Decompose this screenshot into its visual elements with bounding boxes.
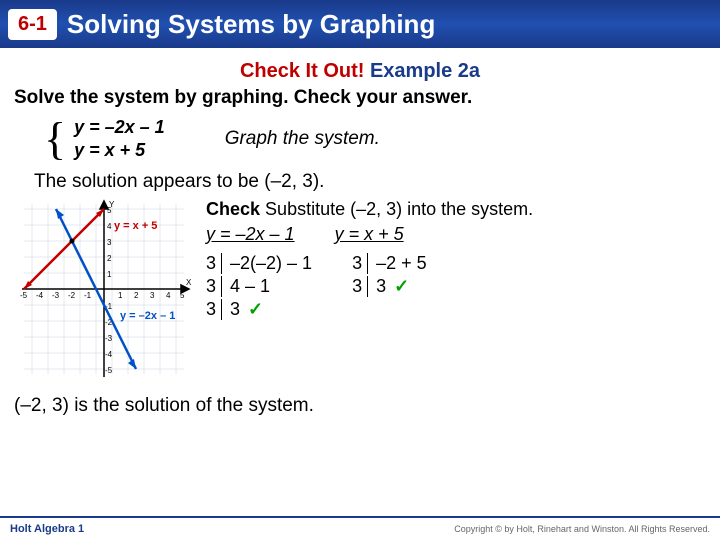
line2-label: y = –2x – 1	[120, 310, 175, 322]
step-left: 3	[206, 276, 222, 297]
svg-text:3: 3	[107, 238, 112, 247]
svg-text:X: X	[186, 278, 192, 287]
svg-text:-3: -3	[105, 334, 113, 343]
svg-text:5: 5	[107, 206, 112, 215]
check-word: Check	[206, 199, 260, 219]
svg-text:2: 2	[134, 291, 139, 300]
svg-text:-5: -5	[20, 291, 28, 300]
problem-prompt: Solve the system by graphing. Check your…	[14, 87, 706, 109]
checkmark-icon: ✓	[248, 299, 263, 320]
solution-statement: The solution appears to be (–2, 3).	[34, 171, 706, 193]
svg-text:-4: -4	[105, 350, 113, 359]
step-left: 3	[206, 253, 222, 274]
check-eq2-header: y = x + 5	[335, 224, 404, 245]
svg-text:5: 5	[180, 291, 185, 300]
svg-text:4: 4	[107, 222, 112, 231]
brace-icon: {	[44, 116, 66, 162]
check-step-row: 3 –2(–2) – 1	[206, 253, 312, 274]
check-step-row: 33 ✓	[206, 299, 312, 320]
svg-text:1: 1	[107, 270, 112, 279]
example-heading: Check It Out! Example 2a	[14, 60, 706, 83]
check-work-area: Check Substitute (–2, 3) into the system…	[206, 199, 706, 389]
svg-text:-4: -4	[36, 291, 44, 300]
check-step-row: 3 4 – 1	[206, 276, 312, 297]
lesson-number-badge: 6-1	[8, 9, 57, 40]
slide-content: Check It Out! Example 2a Solve the syste…	[0, 48, 720, 417]
header-title: Solving Systems by Graphing	[67, 9, 435, 40]
svg-text:-1: -1	[84, 291, 92, 300]
step-left: 3	[352, 253, 368, 274]
equation-2: y = x + 5	[74, 140, 165, 161]
footer-copyright: Copyright © by Holt, Rinehart and Winsto…	[454, 524, 710, 534]
equations-block: y = –2x – 1 y = x + 5	[74, 115, 165, 163]
conclusion-text: (–2, 3) is the solution of the system.	[14, 395, 706, 417]
check-step-row: 3 –2 + 5	[352, 253, 427, 274]
step-left: 3	[352, 276, 368, 297]
check-steps-col1: 3–2(–2) – 134 – 133✓	[206, 251, 312, 322]
svg-text:2: 2	[107, 254, 112, 263]
line1-label: y = x + 5	[114, 220, 157, 232]
step-right: 3	[230, 299, 240, 320]
check-eq1-header: y = –2x – 1	[206, 224, 295, 245]
header-bar: 6-1 Solving Systems by Graphing	[0, 0, 720, 48]
svg-text:1: 1	[118, 291, 123, 300]
footer-book-title: Holt Algebra 1	[10, 523, 84, 535]
step-right: –2 + 5	[376, 253, 427, 274]
system-of-equations: { y = –2x – 1 y = x + 5 Graph the system…	[44, 115, 706, 163]
svg-text:4: 4	[166, 291, 171, 300]
graph-instruction: Graph the system.	[225, 128, 380, 150]
svg-text:-3: -3	[52, 291, 60, 300]
example-number: Example 2a	[370, 60, 480, 82]
step-left: 3	[206, 299, 222, 320]
svg-text:-2: -2	[68, 291, 76, 300]
step-right: 3	[376, 276, 386, 297]
step-right: –2(–2) – 1	[230, 253, 312, 274]
svg-text:3: 3	[150, 291, 155, 300]
check-it-out-label: Check It Out!	[240, 60, 364, 82]
check-step-row: 33 ✓	[352, 276, 427, 297]
step-right: 4 – 1	[230, 276, 270, 297]
graph-panel: YX 543 21 -1-2-3 -4-5 -5-4-3 -2-1 123 45	[14, 199, 194, 389]
check-instruction: Check Substitute (–2, 3) into the system…	[206, 199, 706, 220]
check-steps-col2: 3–2 + 533✓	[352, 251, 427, 322]
check-text: Substitute (–2, 3) into the system.	[265, 199, 533, 219]
coordinate-graph: YX 543 21 -1-2-3 -4-5 -5-4-3 -2-1 123 45	[14, 199, 194, 389]
footer-bar: Holt Algebra 1 Copyright © by Holt, Rine…	[0, 516, 720, 540]
checkmark-icon: ✓	[394, 276, 409, 297]
svg-text:-5: -5	[105, 366, 113, 375]
equation-1: y = –2x – 1	[74, 117, 165, 138]
